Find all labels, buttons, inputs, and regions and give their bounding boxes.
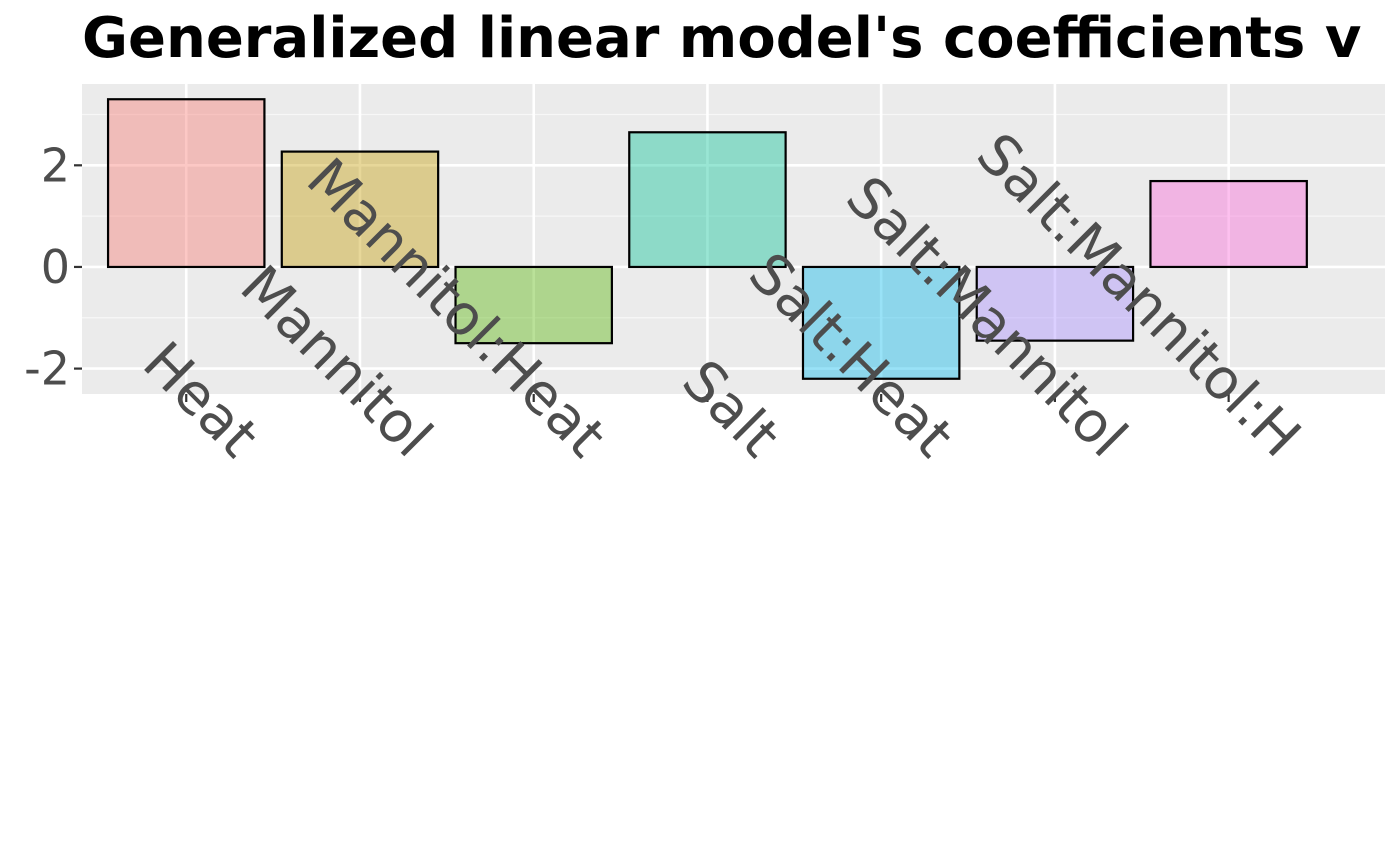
bar-mannitol-heat xyxy=(454,265,613,345)
bars xyxy=(106,98,1308,380)
plot-panel xyxy=(82,84,1385,394)
bar-salt-mannitol xyxy=(975,265,1135,342)
bar-salt xyxy=(628,131,787,269)
y-tick-label: 2 xyxy=(41,138,70,192)
major-gridlines xyxy=(82,84,1385,394)
bar-heat xyxy=(106,98,266,269)
y-tick-label: -2 xyxy=(24,342,70,396)
y-axis: 2 0 -2 xyxy=(24,138,82,396)
bar-salt-mannitol-h xyxy=(1149,179,1308,269)
bar-salt-heat xyxy=(801,265,961,380)
y-tick-label: 0 xyxy=(41,240,70,294)
minor-gridlines xyxy=(82,113,1385,319)
chart-title: Generalized linear model's coefficients … xyxy=(82,6,1361,71)
bar-mannitol xyxy=(280,150,440,269)
